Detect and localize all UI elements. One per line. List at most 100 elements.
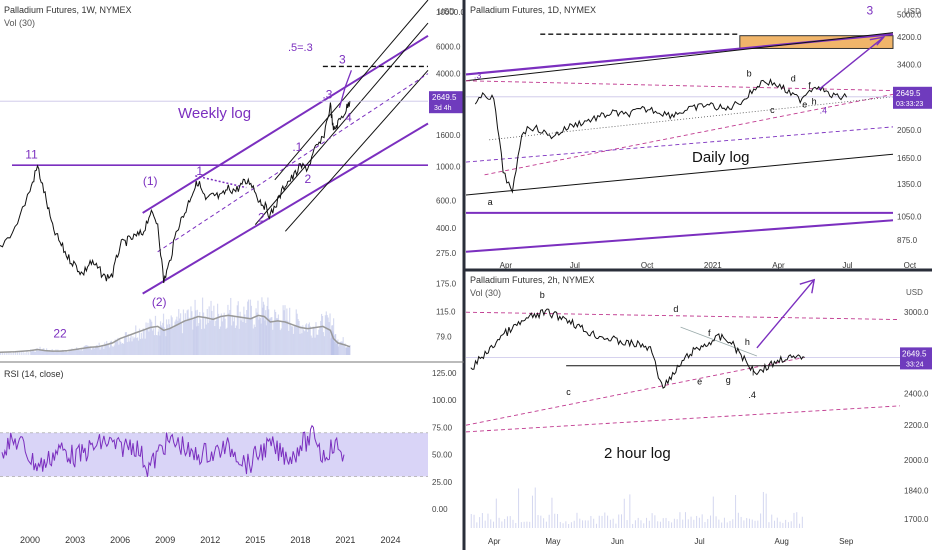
volume-bar [91,349,93,355]
volume-bar [626,520,628,528]
volume-bar [166,324,168,355]
volume-bar [50,351,52,355]
volume-bar [529,521,531,528]
volume-bar [39,346,41,355]
volume-bar [123,336,126,355]
volume-bar [721,522,723,528]
volume-bar [24,352,26,355]
weekly-chart-panel[interactable]: 10000.06000.04000.02600.01600.01000.0600… [0,0,465,545]
weekly-x-tick: 2024 [380,535,400,545]
volume-bar [137,340,140,355]
volume-bar [282,305,284,355]
volume-bar [147,322,149,355]
volume-bar [104,342,106,355]
two-hour-wave-label: .4 [748,390,756,400]
volume-bar [47,351,50,355]
volume-bar [584,520,586,528]
volume-bar [188,317,190,355]
volume-bar [100,347,102,355]
volume-bar [146,329,148,355]
weekly-y-tick: 79.0 [436,333,452,342]
volume-bar [33,351,35,355]
volume-bar [169,327,171,355]
volume-bar [154,315,157,355]
volume-bar [125,332,127,355]
volume-bar [7,352,9,355]
weekly-wave-label: .1 [292,140,302,154]
weekly-wave-label: 11 [25,147,38,161]
volume-bar [543,518,545,528]
volume-bar [106,340,108,355]
volume-bar [732,519,734,528]
volume-bar [53,351,55,355]
volume-bar [296,313,298,355]
volume-bar [200,319,202,355]
two-hour-price-badge[interactable] [900,347,932,370]
volume-bar [735,495,737,528]
volume-bar [36,348,38,355]
volume-bar [124,332,127,355]
volume-bar [137,337,139,355]
volume-bar [302,325,304,355]
volume-bar [213,305,215,355]
weekly-wave-label: .5=.3 [288,42,313,54]
two-hour-dashed-upper [465,311,901,321]
volume-bar [307,324,310,355]
volume-bar [153,335,156,355]
rsi-panel[interactable]: 125.00 100.00 75.00 50.00 25.00 0.00 [0,369,457,514]
volume-bar [327,317,329,355]
weekly-y-tick: 4000.0 [436,70,461,79]
volume-bar [229,309,231,355]
volume-bar [481,513,483,528]
volume-bar [787,522,789,528]
daily-price-badge[interactable] [893,86,932,109]
volume-bar [98,342,100,355]
volume-bar [72,350,74,355]
volume-bar [793,512,795,528]
weekly-wave-label: (2) [152,295,167,309]
volume-bar [249,299,252,355]
volume-bar [76,349,79,355]
volume-bar [122,343,124,355]
volume-bar [55,349,57,355]
volume-bar [77,349,80,355]
volume-bar [275,311,277,355]
volume-bar [212,317,214,355]
volume-bar [643,523,645,528]
volume-bar [520,522,522,528]
volume-bar [174,321,176,355]
two-hour-chart-panel[interactable]: 3000.0 2400.0 2200.0 2000.0 1840.0 1700.0 Apr M… [465,278,932,546]
daily-price-series [474,78,848,194]
volume-bar [646,517,648,528]
volume-bar [190,306,192,355]
volume-bar [659,521,661,528]
volume-bar [799,523,801,528]
volume-bar [704,522,706,528]
volume-bar [305,323,308,355]
weekly-wave-label: 1 [196,164,203,178]
volume-bar [607,515,609,528]
volume-bar [665,517,667,528]
volume-bar [58,350,60,355]
daily-y-tick: 5000.0 [897,11,922,20]
rsi-y-tick: 0.00 [432,505,448,514]
daily-chart-panel[interactable]: 5000.0 4200.0 3400.0 2050.0 1650.0 1350.0 1050… [465,4,932,270]
volume-bar [144,338,146,355]
volume-bar [740,516,742,528]
volume-bar [197,325,199,355]
volume-bar [246,310,248,355]
two-hour-wave-label: i [752,368,754,378]
volume-bar [271,317,273,355]
volume-bar [216,318,218,355]
volume-bar [715,516,717,528]
weekly-price-badge[interactable] [429,91,464,114]
volume-bar [337,346,340,355]
volume-bar [150,319,152,355]
volume-bar [159,335,161,355]
volume-bar [262,307,264,355]
volume-bar [303,329,305,355]
volume-bar [718,519,720,528]
volume-bar [291,326,294,355]
weekly-dotted-segment [195,175,247,189]
volume-bar [206,309,208,355]
